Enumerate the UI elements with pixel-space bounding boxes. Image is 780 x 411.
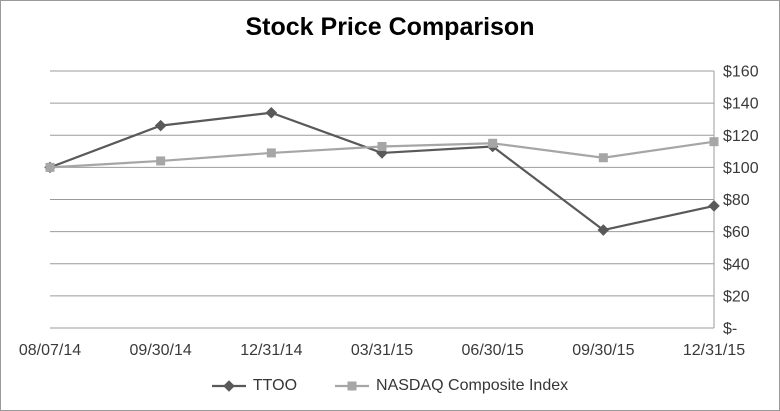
data-point-marker-nasdaq-composite-index (488, 138, 498, 148)
y-axis-tick-label: $120 (723, 128, 759, 145)
data-point-marker-ttoo (265, 106, 278, 119)
data-point-marker-nasdaq-composite-index (598, 153, 608, 163)
y-axis-tick-label: $60 (723, 224, 750, 241)
legend-label: TTOO (252, 377, 298, 394)
y-axis-tick-label: $20 (723, 288, 750, 305)
series-line-ttoo (48, 111, 716, 232)
legend-item-ttoo: TTOO (211, 377, 298, 395)
x-axis-tick-label: 08/07/14 (19, 342, 81, 359)
y-axis-tick-label: $- (723, 321, 737, 338)
x-axis-tick-label: 12/31/14 (240, 342, 302, 359)
y-axis-tick-label: $160 (723, 64, 759, 81)
y-axis-tick-label: $40 (723, 256, 750, 273)
x-axis-tick-label: 12/31/15 (683, 342, 745, 359)
chart-title: Stock Price Comparison (245, 13, 535, 41)
x-axis-tick-label: 09/30/14 (130, 342, 192, 359)
y-axis-tick-label: $80 (723, 192, 750, 209)
data-point-marker-ttoo (708, 200, 720, 212)
data-point-marker-nasdaq-composite-index (377, 141, 387, 151)
data-point-marker-ttoo (597, 224, 610, 236)
data-point-marker-nasdaq-composite-index (156, 156, 166, 166)
legend-label: NASDAQ Composite Index (376, 377, 569, 394)
y-axis-tick-label: $100 (723, 160, 759, 177)
legend-marker-square-icon (335, 381, 370, 391)
data-point-marker-nasdaq-composite-index (709, 137, 719, 147)
data-point-marker-nasdaq-composite-index (45, 162, 55, 172)
x-axis-tick-label: 09/30/15 (572, 342, 634, 359)
x-axis-tick-label: 03/31/15 (351, 342, 413, 359)
legend-item-nasdaq-composite-index: NASDAQ Composite Index (335, 377, 568, 395)
legend-marker-diamond-icon (211, 380, 246, 392)
data-point-marker-ttoo (154, 119, 167, 132)
data-point-marker-nasdaq-composite-index (266, 148, 276, 158)
chart-legend: TTOO NASDAQ Composite Index (1, 373, 779, 399)
x-axis-tick-label: 06/30/15 (462, 342, 524, 359)
y-axis-tick-label: $140 (723, 96, 759, 113)
